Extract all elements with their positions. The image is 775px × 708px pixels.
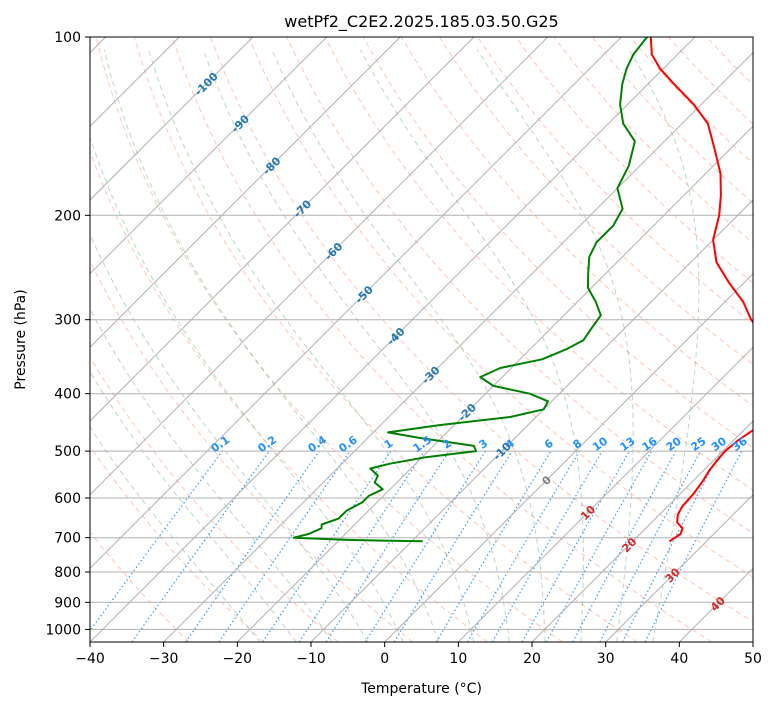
dry-adiabat-line: [90, 531, 190, 642]
x-axis: −40 −30 −20 −10 0 10 20 30 40 50: [75, 642, 762, 667]
moist-adiabat-line: [202, 49, 510, 642]
dry-adiabat-line: [438, 37, 753, 366]
y-tick-label: 400: [54, 387, 81, 403]
moist-adiabat-line: [628, 49, 700, 642]
dry-adiabat-line: [400, 37, 753, 407]
grid-lines: [90, 37, 753, 642]
y-axis: 100 200 300 400 500 600 700 800 900 1000: [45, 30, 90, 638]
mixing-ratio-line: [298, 450, 425, 642]
y-tick-label: 800: [54, 565, 81, 581]
isotherm-line: [90, 37, 254, 201]
mixing-ratio-line: [572, 450, 677, 642]
x-tick-label: −30: [149, 651, 179, 667]
temperature-line: [649, 37, 753, 543]
moist-adiabat-line: [90, 426, 261, 642]
mixing-ratio-line: [90, 450, 223, 632]
mixing-ratio-line: [325, 450, 450, 642]
mixing-ratio-line: [218, 450, 351, 642]
series-lines: [292, 37, 753, 543]
moist-adiabat-line: [90, 232, 369, 642]
y-tick-label: 300: [54, 313, 81, 329]
x-tick-label: −10: [296, 651, 326, 667]
moist-adiabat-line: [103, 49, 439, 642]
y-tick-label: 900: [54, 595, 81, 611]
isotherm-line: [90, 37, 549, 496]
moist-adiabat-line: [271, 49, 546, 642]
y-tick-label: 200: [54, 208, 81, 224]
dry-adiabat-line: [90, 356, 339, 642]
dry-adiabat-line: [171, 37, 712, 642]
mixing-ratio-line: [393, 450, 513, 642]
isotherm-line: [457, 346, 753, 642]
x-tick-label: −20: [223, 651, 253, 667]
isotherm-line: [90, 37, 328, 275]
dry-adiabat-line: [248, 37, 753, 578]
isotherm-line: [605, 493, 753, 642]
x-tick-label: 50: [744, 651, 762, 667]
dewpoint-line: [292, 37, 648, 543]
moist-adiabat-line: [90, 135, 404, 642]
moist-adiabat-line: [476, 49, 634, 642]
isotherm-line: [531, 420, 753, 642]
y-tick-label: 600: [54, 491, 81, 507]
dry-adiabat-line: [515, 37, 753, 284]
plot-frame: [89, 36, 754, 643]
background-lines: [90, 37, 753, 642]
dry-adiabat-line: [90, 445, 264, 642]
x-tick-label: 20: [523, 651, 541, 667]
y-tick-label: 100: [54, 30, 81, 46]
x-tick-label: 40: [670, 651, 688, 667]
x-tick-label: 10: [449, 651, 467, 667]
y-tick-label: 700: [54, 531, 81, 547]
mixing-ratio-line: [521, 450, 631, 642]
y-tick-label: 500: [54, 444, 81, 460]
mixing-ratio-line: [185, 450, 320, 642]
dry-adiabat-line: [133, 37, 638, 642]
isotherm-line: [90, 37, 401, 349]
x-tick-label: 0: [380, 651, 389, 667]
y-tick-label: 1000: [45, 622, 81, 638]
dry-adiabat-line: [95, 37, 563, 642]
isotherm-line: [163, 51, 753, 642]
isotherm-line: [90, 37, 696, 642]
dry-adiabat-line: [210, 37, 753, 623]
x-tick-label: 30: [597, 651, 615, 667]
mixing-ratio-line: [131, 450, 270, 642]
chart-title: wetPf2_C2E2.2025.185.03.50.G25: [284, 12, 558, 32]
isotherm-line: [236, 125, 753, 642]
y-axis-label: Pressure (hPa): [13, 289, 29, 389]
moist-adiabat-line: [90, 370, 297, 642]
mixing-ratio-line: [644, 450, 743, 642]
dry-adiabat-line: [90, 150, 488, 642]
isotherm-line: [384, 272, 753, 642]
isotherm-line: [90, 37, 622, 570]
mixing-ratio-line: [262, 450, 392, 642]
isotherm-line: [90, 37, 475, 422]
moist-adiabat-line: [148, 49, 475, 642]
x-tick-label: −40: [75, 651, 105, 667]
mixing-ratio-line: [545, 450, 653, 642]
x-axis-label: Temperature (°C): [360, 681, 482, 697]
